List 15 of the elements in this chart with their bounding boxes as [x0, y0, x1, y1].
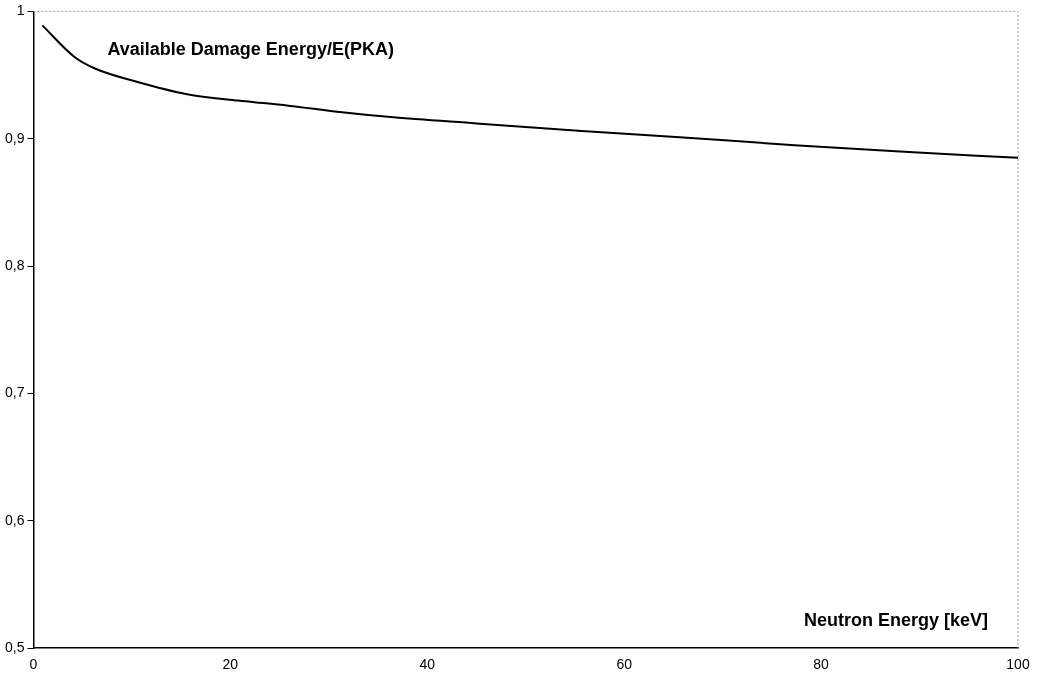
- x-axis-title: Neutron Energy [keV]: [803, 610, 988, 631]
- x-tick-label: 40: [419, 656, 436, 673]
- x-tick-label: 100: [1006, 656, 1030, 673]
- y-tick-label: 0,9: [4, 129, 25, 146]
- y-tick-label: 0,5: [4, 639, 25, 656]
- y-tick-label: 0,7: [4, 384, 25, 401]
- y-tick-label: 0,8: [4, 256, 25, 273]
- x-tick-label: 0: [29, 656, 38, 673]
- x-tick-label: 60: [616, 656, 633, 673]
- y-axis-title: Available Damage Energy/E(PKA): [107, 39, 394, 60]
- x-tick-label: 80: [813, 656, 830, 673]
- x-tick-label: 20: [222, 656, 239, 673]
- y-tick-label: 1: [16, 2, 25, 19]
- line-series: [41, 24, 1018, 159]
- y-tick-label: 0,6: [4, 511, 25, 528]
